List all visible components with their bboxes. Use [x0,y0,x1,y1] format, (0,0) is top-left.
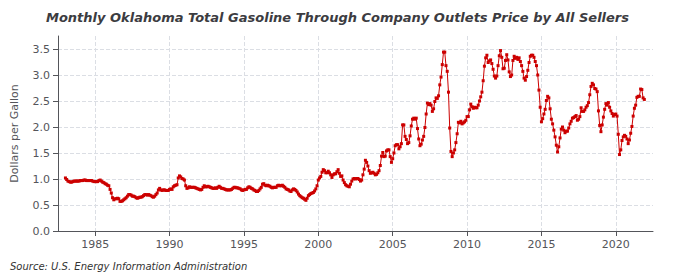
svg-text:0.5: 0.5 [33,199,51,212]
svg-text:2005: 2005 [379,238,407,251]
svg-text:1.0: 1.0 [33,173,51,186]
svg-text:1990: 1990 [156,238,184,251]
svg-text:2015: 2015 [527,238,555,251]
svg-text:0.0: 0.0 [33,225,51,238]
svg-text:1.5: 1.5 [33,147,51,160]
svg-text:3.5: 3.5 [33,43,51,56]
svg-text:Source: U.S. Energy Informatio: Source: U.S. Energy Information Administ… [10,261,247,272]
svg-text:2010: 2010 [453,238,481,251]
svg-text:2000: 2000 [304,238,332,251]
svg-text:2.5: 2.5 [33,95,51,108]
svg-text:1985: 1985 [81,238,109,251]
svg-text:2.0: 2.0 [33,121,51,134]
svg-text:3.0: 3.0 [33,69,51,82]
svg-text:Monthly Oklahoma Total Gasolin: Monthly Oklahoma Total Gasoline Through … [46,10,629,25]
svg-text:1995: 1995 [230,238,258,251]
svg-text:Dollars per Gallon: Dollars per Gallon [8,84,21,183]
svg-text:2020: 2020 [602,238,630,251]
